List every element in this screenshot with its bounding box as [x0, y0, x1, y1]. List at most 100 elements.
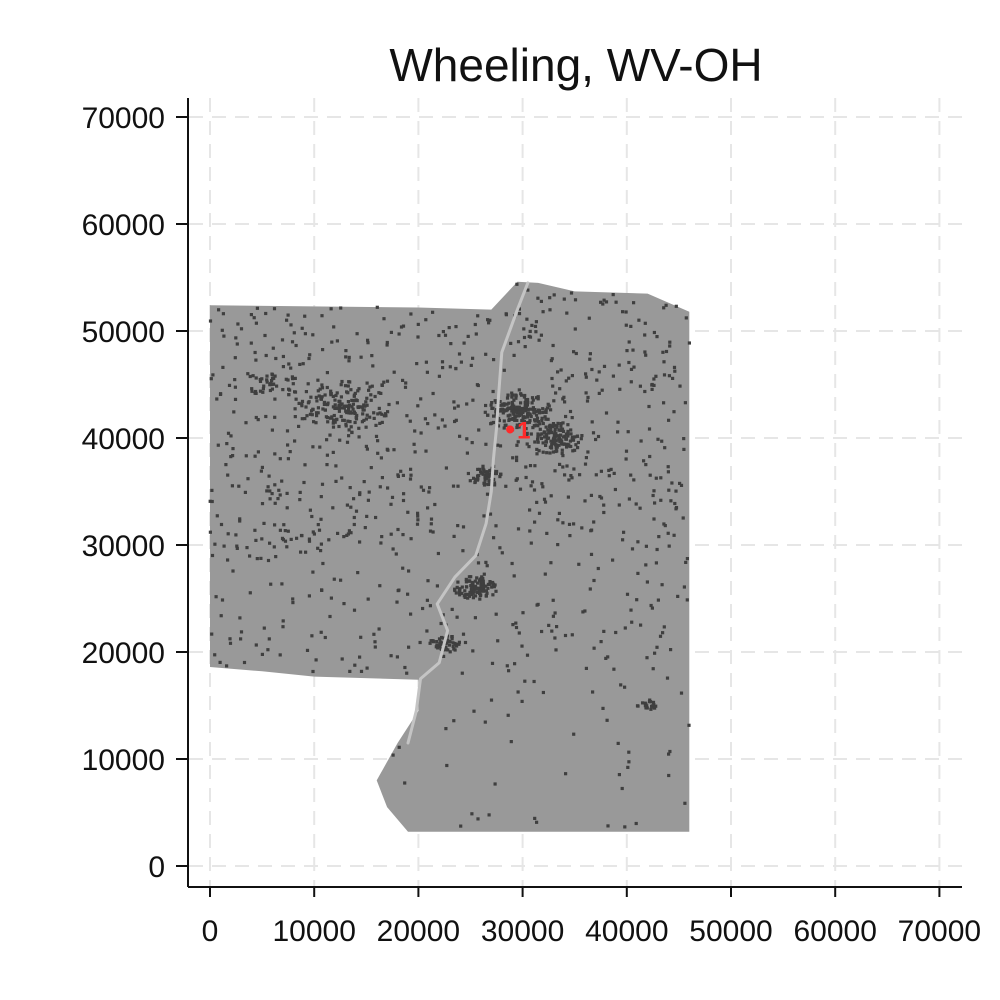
density-point: [457, 642, 461, 646]
density-point: [578, 473, 582, 477]
density-point: [626, 430, 630, 434]
density-point: [505, 396, 510, 400]
density-point: [681, 516, 685, 520]
density-point: [572, 350, 576, 354]
density-point: [319, 630, 323, 634]
density-point: [566, 495, 570, 499]
density-point: [616, 420, 620, 424]
density-point: [316, 378, 320, 382]
density-point: [562, 297, 566, 301]
density-point: [539, 333, 543, 337]
density-point: [600, 388, 604, 392]
density-point: [378, 421, 382, 425]
density-point: [626, 765, 630, 769]
density-point: [573, 435, 577, 439]
density-point: [651, 700, 656, 704]
density-point: [482, 468, 486, 472]
density-point: [305, 648, 310, 652]
density-point: [446, 648, 450, 652]
density-point: [488, 482, 492, 486]
density-point: [566, 423, 570, 427]
density-point: [372, 416, 376, 420]
density-point: [345, 390, 349, 394]
density-point: [545, 531, 549, 535]
density-point: [486, 586, 490, 590]
density-point: [629, 324, 633, 328]
density-point: [258, 379, 263, 383]
density-point: [285, 318, 289, 322]
density-point: [225, 442, 229, 446]
density-point: [266, 485, 270, 489]
density-point: [281, 354, 285, 359]
density-point: [562, 395, 566, 399]
density-point: [567, 522, 572, 526]
density-point: [399, 325, 404, 329]
density-point: [557, 443, 561, 447]
density-point: [268, 541, 272, 545]
density-point: [293, 390, 298, 394]
density-point: [433, 502, 437, 507]
density-point: [464, 592, 468, 597]
density-point: [526, 401, 530, 405]
density-point: [442, 654, 446, 658]
density-point: [250, 389, 254, 393]
density-point: [538, 411, 542, 415]
density-point: [273, 523, 277, 527]
density-point: [426, 506, 430, 510]
density-point: [583, 609, 587, 613]
density-point: [415, 522, 420, 526]
density-point: [346, 400, 350, 404]
density-point: [298, 490, 302, 494]
density-point: [286, 443, 290, 447]
density-point: [262, 384, 266, 388]
density-point: [409, 473, 413, 477]
density-point: [591, 431, 596, 435]
density-point: [597, 370, 601, 374]
density-point: [502, 408, 506, 412]
y-tick-label: 10000: [82, 744, 165, 777]
density-point: [231, 454, 235, 458]
density-point: [486, 482, 490, 487]
density-point: [559, 422, 563, 426]
density-point: [518, 410, 522, 414]
density-point: [424, 449, 428, 453]
density-point: [409, 312, 413, 316]
density-point: [523, 345, 527, 349]
density-point: [345, 411, 349, 415]
density-point: [356, 389, 360, 393]
density-point: [285, 545, 289, 549]
density-point: [470, 812, 474, 816]
density-point: [556, 434, 560, 438]
density-point: [522, 395, 526, 399]
density-point: [662, 360, 666, 364]
density-point: [592, 520, 596, 524]
density-point: [469, 584, 473, 588]
density-point: [355, 413, 359, 417]
density-point: [374, 434, 379, 438]
density-point: [215, 397, 219, 401]
density-point: [537, 338, 541, 342]
density-point: [510, 561, 514, 566]
density-point: [528, 508, 532, 512]
density-point: [457, 640, 461, 644]
density-point: [529, 541, 533, 545]
density-point: [473, 480, 477, 485]
density-point: [570, 633, 574, 637]
density-point: [320, 395, 324, 399]
density-point: [418, 640, 422, 645]
density-point: [544, 443, 548, 447]
density-point: [506, 406, 510, 410]
density-point: [604, 656, 608, 660]
density-point: [265, 380, 269, 384]
density-point: [454, 325, 458, 329]
density-point: [683, 801, 687, 805]
density-point: [584, 375, 588, 379]
density-point: [334, 464, 338, 468]
density-point: [228, 641, 233, 645]
density-point: [485, 470, 490, 474]
density-point: [208, 499, 212, 503]
density-point: [396, 527, 400, 532]
density-point: [471, 356, 475, 360]
density-point: [382, 317, 386, 321]
density-point: [429, 639, 433, 643]
